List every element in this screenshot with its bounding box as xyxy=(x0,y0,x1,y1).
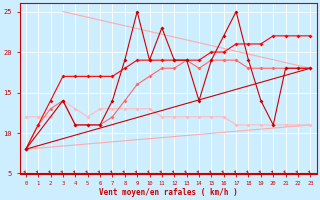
X-axis label: Vent moyen/en rafales ( km/h ): Vent moyen/en rafales ( km/h ) xyxy=(99,188,237,197)
